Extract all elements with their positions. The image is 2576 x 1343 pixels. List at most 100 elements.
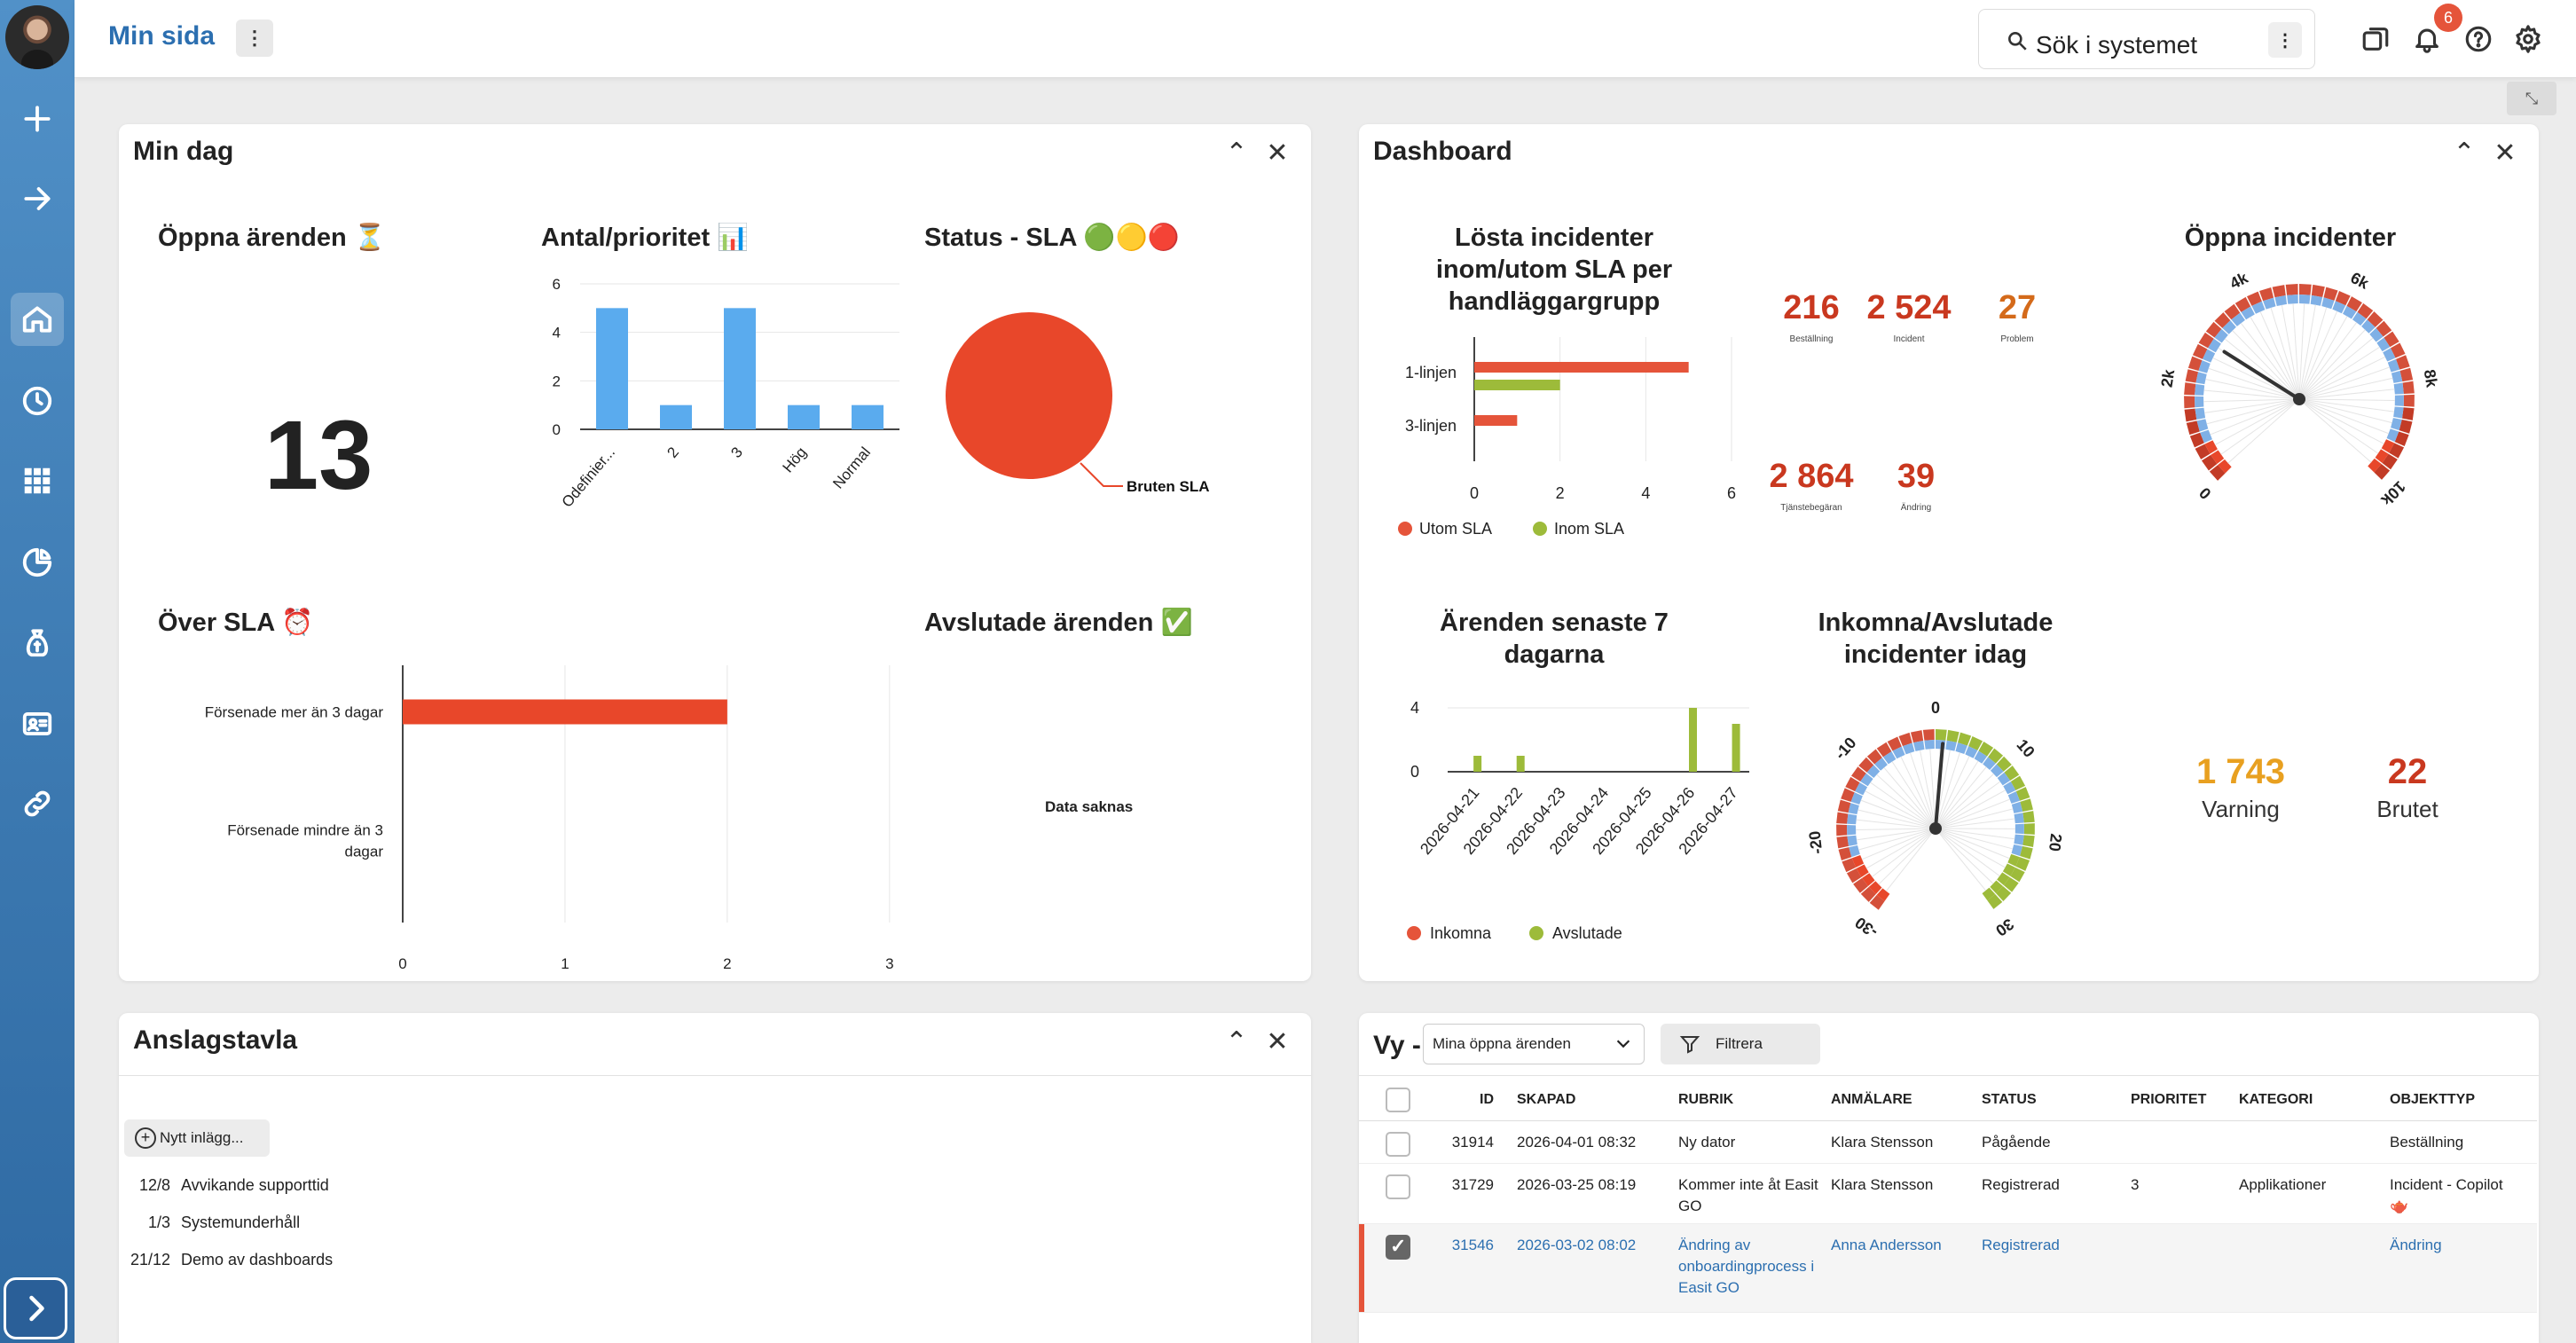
gauge-segment-outer [2003,876,2019,892]
gauge-spoke [2298,389,2395,400]
help-icon[interactable] [2461,21,2496,57]
close-icon[interactable]: ✕ [1266,137,1289,168]
gauge-segment-inner [1997,772,2011,786]
money-bag-icon[interactable] [11,616,64,669]
collapse-all-icon[interactable]: ⤡ [2507,82,2556,115]
gauge-tick-label: -30 [1852,914,1881,941]
gauge-spoke [1935,766,1987,829]
gauge-spoke [2205,378,2300,400]
gauge-segment-inner [2195,383,2205,396]
gauge-spoke [2208,367,2300,400]
user-avatar[interactable] [5,5,69,69]
home-icon[interactable] [11,293,64,346]
plus-icon[interactable] [11,92,64,145]
gear-icon[interactable] [2510,21,2546,57]
bell-icon[interactable] [2409,21,2445,57]
close-icon[interactable]: ✕ [2494,137,2517,168]
collapse-icon[interactable]: ⌃ [1225,1026,1248,1056]
table-cell-reporter: Anna Andersson [1831,1237,1942,1253]
new-post-button[interactable]: + Nytt inlägg... [124,1119,270,1157]
column-header[interactable]: STATUS [1982,1092,2037,1107]
column-header[interactable]: OBJEKTTYP [2390,1092,2476,1107]
gauge-segment-inner [2361,319,2376,334]
column-header[interactable]: ID [1480,1092,1494,1107]
gauge-segment-inner [2287,295,2298,304]
gauge-spoke [2259,311,2300,400]
dashboard-title: Dashboard [1373,137,1512,166]
gauge-segment-outer [1910,730,1924,743]
row-checkbox[interactable] [1386,1235,1410,1260]
gauge-segment-inner [2214,328,2228,343]
solved-incidents-title: Lösta incidenter inom/utom SLA per handläg… [1435,224,1673,316]
column-header[interactable]: KATEGORI [2239,1092,2313,1107]
table-cell-subject[interactable]: Ändring av onboardingprocess i Easit GO [1678,1237,1815,1296]
stat-ändring: 39 Ändring [1863,458,1969,513]
search-field[interactable]: Sök i systemet ⋮ [1978,9,2315,69]
collapse-icon[interactable]: ⌃ [2453,137,2476,168]
broken-stat: 22 Brutet [2376,752,2439,822]
search-menu-button[interactable]: ⋮ [2268,22,2302,58]
gauge-segment-inner [1965,746,1978,758]
gauge-spoke [1891,761,1936,829]
table-row[interactable]: 31729 2026-03-25 08:19 Kommer inte åt Easi… [1359,1164,2537,1224]
bar-2 [724,308,756,429]
table-cell-created: 2026-03-25 08:19 [1517,1176,1637,1193]
gauge-spoke [1857,809,1936,829]
gauge-segment-outer [2399,420,2413,434]
gauge-segment-outer [2399,367,2414,382]
gauge-segment-inner [2251,301,2266,314]
gauge-segment-outer [1860,886,1876,902]
gauge-segment-outer [1836,824,1848,836]
pie-chart-icon[interactable] [11,536,64,589]
gauge-segment-outer [2185,369,2199,383]
row-checkbox[interactable] [1386,1132,1410,1157]
gauge-segment-inner [2343,305,2357,319]
sla-pie-chart: Bruten SLA [946,312,1210,495]
view-select[interactable]: Mina öppna ärenden [1423,1024,1645,1064]
gauge-segment-outer [1968,735,1983,750]
arrow-right-icon[interactable] [11,172,64,225]
clock-icon[interactable] [11,374,64,428]
gauge-segment-inner [2321,297,2335,310]
gauge-spoke [2298,398,2372,463]
table-cell-subject[interactable]: Kommer inte åt Easit GO [1678,1176,1818,1214]
close-icon[interactable]: ✕ [1266,1026,1289,1056]
column-header[interactable]: SKAPAD [1517,1092,1576,1107]
column-header[interactable]: ANMÄLARE [1831,1092,1912,1107]
id-card-icon[interactable] [11,697,64,750]
gauge-segment-outer [2184,396,2195,409]
grid-icon[interactable] [11,454,64,507]
gauge-segment-outer [1836,836,1850,849]
row-checkbox[interactable] [1386,1174,1410,1199]
gauge-spoke [1856,828,1936,831]
gauge-segment-inner [1882,751,1897,765]
bar-avslutade-0 [1473,756,1482,772]
gauge-segment-outer [2403,394,2415,407]
table-row[interactable]: 31546 2026-03-02 08:02 Ändring av onboardi… [1359,1224,2537,1313]
gauge-spoke [2214,398,2300,445]
link-icon[interactable] [11,777,64,830]
gauge-segment-inner [2386,428,2399,443]
expand-sidebar-button[interactable] [4,1277,67,1339]
filter-button[interactable]: Filtrera [1661,1024,1820,1064]
gauge-segment-outer [2214,312,2231,328]
column-header[interactable]: PRIORITET [2131,1092,2207,1107]
gauge-segment-inner [2381,439,2395,453]
collapse-icon[interactable]: ⌃ [1225,137,1248,168]
page-menu-button[interactable]: ⋮ [236,20,273,57]
legend-marker [1533,522,1547,536]
search-icon [2008,32,2027,51]
gauge-segment-inner [2391,418,2402,431]
gauge-segment-inner [1860,773,1873,787]
stat-label: Incident [1893,334,1925,344]
table-row[interactable]: 31914 2026-04-01 08:32 Ny dator Klara Stens… [1359,1121,2537,1164]
closed-cases-title: Avslutade ärenden ✅ [924,609,1193,637]
gauge-segment-outer [1837,799,1851,813]
gauge-spoke [1935,808,2014,829]
gauge-spoke [1858,828,1936,851]
stat-value: 27 [1998,289,2037,326]
windows-icon[interactable] [2358,21,2393,57]
select-all-checkbox[interactable] [1386,1088,1410,1112]
column-header[interactable]: RUBRIK [1678,1092,1734,1107]
table-cell-subject[interactable]: Ny dator [1678,1134,1736,1151]
